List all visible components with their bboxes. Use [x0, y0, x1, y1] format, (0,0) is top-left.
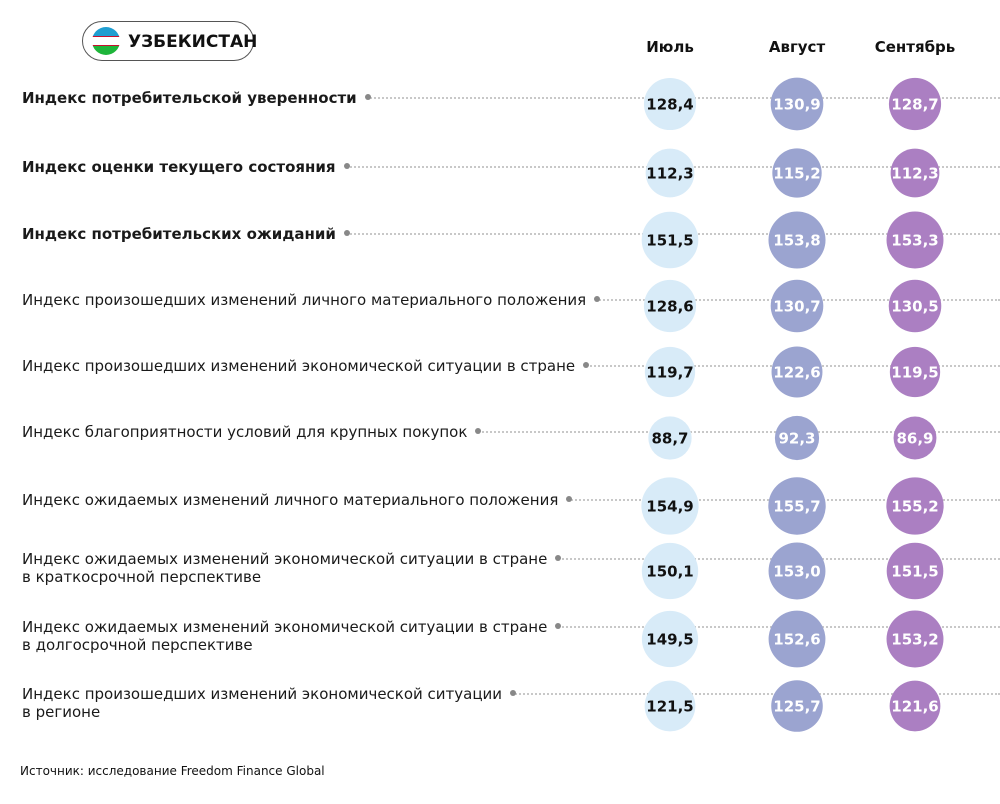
bubble	[641, 211, 699, 269]
title: УЗБЕКИСТАН	[128, 32, 258, 52]
bubble	[768, 542, 826, 600]
value-label: 125,7	[773, 698, 820, 716]
value-label: 153,8	[773, 232, 820, 250]
bubble	[768, 610, 826, 668]
flag	[92, 27, 120, 55]
leader	[475, 428, 1000, 434]
value-label: 154,9	[646, 498, 693, 516]
value-label: 86,9	[896, 430, 933, 448]
bubble	[889, 346, 941, 398]
value-label: 153,0	[773, 563, 820, 581]
value-label: 155,7	[773, 498, 820, 516]
country-badge	[82, 21, 254, 61]
bubble	[648, 416, 692, 460]
value-label: 128,4	[646, 96, 693, 114]
value-label: 150,1	[646, 563, 693, 581]
row-label: Индекс произошедших изменений личного ма…	[22, 291, 587, 309]
value-label: 130,9	[773, 96, 820, 114]
bubble	[644, 346, 696, 398]
value-label: 128,6	[646, 298, 693, 316]
row: Индекс ожидаемых изменений экономической…	[22, 618, 1000, 654]
bubble	[641, 610, 699, 668]
bubble	[886, 477, 944, 535]
row: Индекс произошедших изменений экономичес…	[22, 685, 1000, 721]
row-label: Индекс произошедших изменений экономичес…	[22, 357, 576, 375]
value-label: 121,6	[891, 698, 938, 716]
bubble	[643, 77, 697, 131]
row: Индекс произошедших изменений личного ма…	[22, 291, 1000, 309]
value-label: 122,6	[773, 364, 820, 382]
bubble	[886, 211, 944, 269]
bubble	[641, 542, 699, 600]
value-label: 112,3	[891, 165, 938, 183]
row-label: Индекс потребительских ожиданий	[22, 225, 336, 243]
bubble	[893, 416, 937, 460]
value-label: 121,5	[646, 698, 693, 716]
value-label: 115,2	[773, 165, 820, 183]
row: Индекс произошедших изменений экономичес…	[22, 357, 1000, 375]
value-label: 130,7	[773, 298, 820, 316]
row-label: Индекс произошедших изменений экономичес…	[22, 685, 503, 721]
value-label: 92,3	[778, 430, 815, 448]
bubble	[890, 148, 940, 198]
column-header: Август	[768, 38, 826, 56]
row-label: Индекс ожидаемых изменений экономической…	[22, 618, 548, 654]
value-label: 88,7	[651, 430, 688, 448]
value-label: 112,3	[646, 165, 693, 183]
bubble	[771, 346, 823, 398]
value-label: 151,5	[891, 563, 938, 581]
row-label: Индекс потребительской уверенности	[22, 89, 357, 107]
value-label: 155,2	[891, 498, 938, 516]
source: Источник: исследование Freedom Finance G…	[20, 764, 325, 778]
value-label: 128,7	[891, 96, 938, 114]
value-label: 152,6	[773, 631, 820, 649]
bubble	[888, 77, 942, 131]
row: Индекс благоприятности условий для крупн…	[22, 423, 1000, 441]
bubble	[768, 477, 826, 535]
column-header: Июль	[646, 38, 694, 56]
bubble	[643, 279, 697, 333]
bubble	[645, 148, 695, 198]
bubble	[888, 279, 942, 333]
bubble	[774, 415, 820, 461]
row-label: Индекс ожидаемых изменений экономической…	[22, 550, 548, 586]
bubble	[886, 610, 944, 668]
bubble	[770, 77, 824, 131]
value-label: 149,5	[646, 631, 693, 649]
value-label: 153,2	[891, 631, 938, 649]
column-header: Сентябрь	[874, 38, 956, 56]
value-label: 119,7	[646, 364, 693, 382]
bubble	[772, 148, 822, 198]
bubble	[641, 477, 699, 535]
value-label: 151,5	[646, 232, 693, 250]
leader	[510, 690, 1000, 696]
bubble	[886, 542, 944, 600]
bubble	[771, 680, 823, 732]
bubble	[770, 279, 824, 333]
row-label: Индекс благоприятности условий для крупн…	[22, 423, 468, 441]
row-label: Индекс оценки текущего состояния	[22, 158, 336, 176]
row-label: Индекс ожидаемых изменений личного матер…	[22, 491, 559, 509]
bubble	[889, 680, 941, 732]
value-label: 130,5	[891, 298, 938, 316]
bubble	[768, 211, 826, 269]
bubble	[644, 680, 696, 732]
value-label: 119,5	[891, 364, 938, 382]
value-label: 153,3	[891, 232, 938, 250]
row: Индекс ожидаемых изменений личного матер…	[22, 491, 1000, 509]
